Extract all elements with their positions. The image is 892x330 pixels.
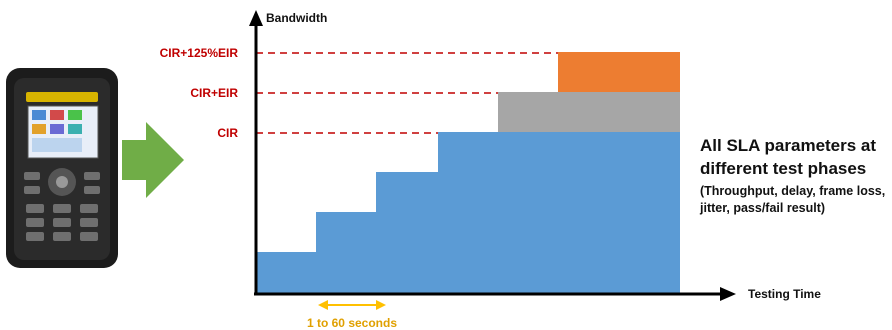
caption-title: All SLA parameters at different test pha… [700, 136, 877, 178]
overshoot-block [558, 52, 680, 92]
caption-subtitle: (Throughput, delay, frame loss, jitter, … [700, 184, 886, 215]
eir-block [498, 92, 680, 132]
x-axis-arrowhead [720, 287, 736, 301]
step-interval-label: 1 to 60 seconds [307, 316, 397, 330]
cir-125-eir-label: CIR+125%EIR [160, 46, 239, 60]
cir-eir-label: CIR+EIR [190, 86, 238, 100]
throughput-steps [256, 132, 680, 294]
x-axis-label: Testing Time [748, 287, 821, 301]
step-interval-arrow [318, 300, 386, 310]
cir-label: CIR [217, 126, 238, 140]
handheld-tester-icon [6, 68, 118, 268]
y-axis-label: Bandwidth [266, 11, 327, 25]
green-arrow-icon [122, 122, 184, 198]
y-axis-arrowhead [249, 10, 263, 26]
caption: All SLA parameters at different test pha… [700, 134, 892, 217]
